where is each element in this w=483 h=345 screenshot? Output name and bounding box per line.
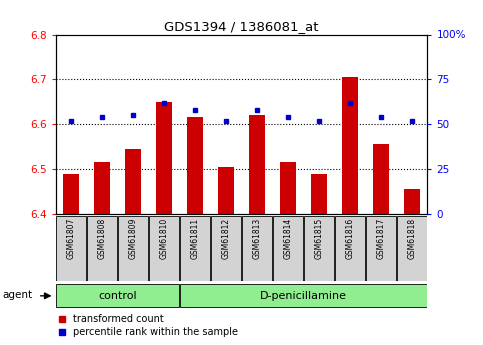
Bar (94, 162, 110, 214)
Text: GSM61818: GSM61818 (408, 218, 416, 259)
Text: GSM61813: GSM61813 (253, 218, 261, 259)
FancyBboxPatch shape (212, 216, 241, 281)
Bar (156, 102, 172, 214)
Text: GSM61812: GSM61812 (222, 218, 230, 259)
Bar (249, 115, 265, 214)
Text: transformed count: transformed count (73, 315, 164, 324)
Title: GDS1394 / 1386081_at: GDS1394 / 1386081_at (164, 20, 319, 33)
Text: D-penicillamine: D-penicillamine (260, 291, 347, 301)
FancyBboxPatch shape (335, 216, 365, 281)
FancyBboxPatch shape (181, 284, 426, 307)
Text: GSM61817: GSM61817 (376, 218, 385, 259)
FancyBboxPatch shape (118, 216, 148, 281)
Text: GSM61809: GSM61809 (128, 218, 138, 259)
Text: GSM61816: GSM61816 (345, 218, 355, 259)
Bar (125, 149, 141, 214)
FancyBboxPatch shape (304, 216, 334, 281)
FancyBboxPatch shape (398, 216, 426, 281)
FancyBboxPatch shape (273, 216, 302, 281)
FancyBboxPatch shape (57, 284, 179, 307)
Text: control: control (98, 291, 137, 301)
FancyBboxPatch shape (57, 216, 85, 281)
Text: GSM61814: GSM61814 (284, 218, 293, 259)
FancyBboxPatch shape (242, 216, 271, 281)
Bar (187, 118, 203, 214)
Bar (373, 145, 389, 214)
FancyBboxPatch shape (181, 216, 210, 281)
Bar (63, 174, 79, 214)
Text: agent: agent (3, 289, 33, 299)
Bar (218, 167, 234, 214)
FancyBboxPatch shape (87, 216, 116, 281)
Bar (280, 162, 296, 214)
Text: GSM61807: GSM61807 (67, 218, 75, 259)
Text: GSM61815: GSM61815 (314, 218, 324, 259)
Text: percentile rank within the sample: percentile rank within the sample (73, 327, 239, 337)
Text: GSM61810: GSM61810 (159, 218, 169, 259)
Bar (342, 77, 358, 214)
Bar (404, 189, 420, 214)
Text: GSM61811: GSM61811 (190, 218, 199, 259)
FancyBboxPatch shape (149, 216, 179, 281)
Text: GSM61808: GSM61808 (98, 218, 107, 259)
FancyBboxPatch shape (367, 216, 396, 281)
Bar (311, 174, 327, 214)
